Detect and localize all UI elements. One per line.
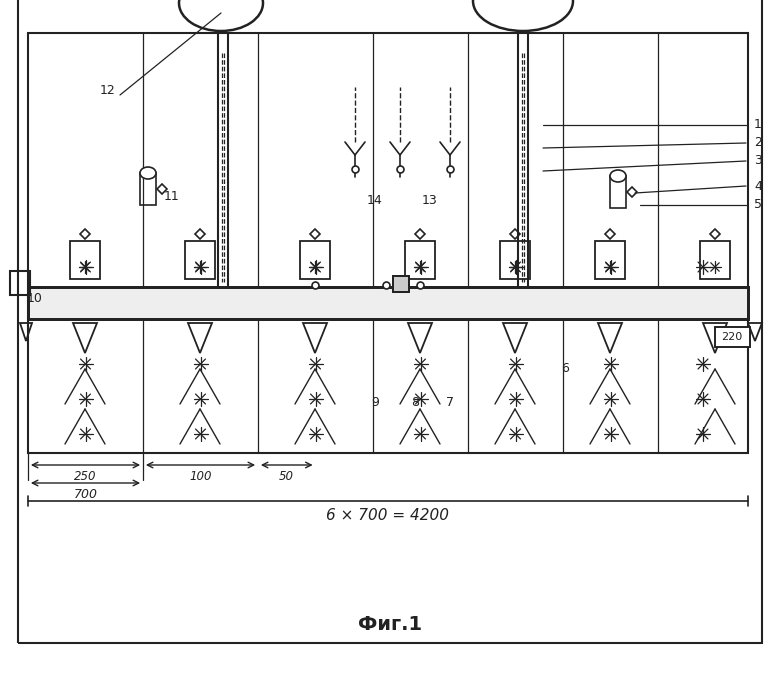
Text: 7: 7: [446, 396, 454, 409]
Text: 13: 13: [422, 194, 438, 207]
Text: 12: 12: [100, 85, 116, 98]
Text: 2: 2: [754, 137, 762, 149]
Bar: [595, 241, 625, 279]
Bar: [393, 276, 409, 292]
Bar: [300, 241, 330, 279]
Text: Фиг.1: Фиг.1: [358, 616, 422, 635]
Text: 220: 220: [722, 332, 743, 342]
Text: 8: 8: [411, 396, 419, 409]
Bar: [700, 241, 730, 279]
Bar: [393, 276, 409, 292]
Text: 6 × 700 = 4200: 6 × 700 = 4200: [327, 509, 449, 524]
Bar: [28, 287, 748, 319]
Ellipse shape: [610, 170, 626, 182]
Text: 6: 6: [561, 361, 569, 374]
Text: 4: 4: [754, 180, 762, 192]
Bar: [610, 176, 626, 208]
Bar: [715, 327, 750, 347]
Ellipse shape: [179, 0, 263, 31]
Text: 700: 700: [73, 489, 98, 501]
Text: 3: 3: [754, 155, 762, 168]
Text: 14: 14: [367, 194, 383, 207]
Bar: [185, 241, 215, 279]
Text: 10: 10: [27, 291, 43, 304]
Bar: [715, 327, 750, 347]
Text: 250: 250: [74, 470, 97, 483]
Ellipse shape: [473, 0, 573, 31]
Bar: [28, 33, 748, 453]
Ellipse shape: [140, 167, 156, 179]
Text: 1: 1: [754, 118, 762, 131]
Bar: [140, 173, 156, 205]
Bar: [28, 287, 748, 319]
Text: 9: 9: [371, 396, 379, 409]
Bar: [10, 271, 30, 295]
Text: 11: 11: [164, 190, 180, 203]
Bar: [405, 241, 435, 279]
Text: 5: 5: [754, 199, 762, 211]
Bar: [70, 241, 100, 279]
Bar: [500, 241, 530, 279]
Text: 100: 100: [190, 470, 211, 483]
Text: 50: 50: [279, 470, 294, 483]
